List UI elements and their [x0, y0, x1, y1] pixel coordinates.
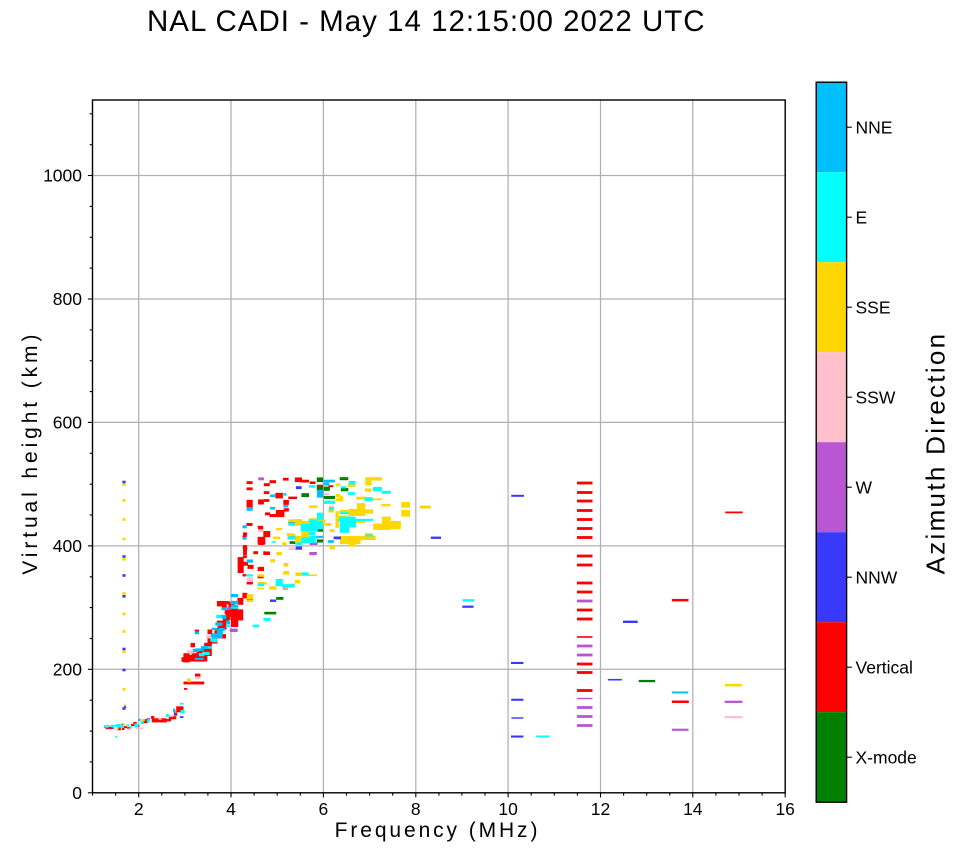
svg-text:8: 8: [411, 799, 421, 819]
svg-text:Frequency (MHz): Frequency (MHz): [335, 819, 541, 842]
svg-text:4: 4: [226, 799, 236, 819]
svg-text:NNW: NNW: [856, 567, 898, 587]
svg-text:10: 10: [498, 799, 518, 819]
svg-text:600: 600: [53, 413, 82, 433]
svg-text:2: 2: [134, 799, 144, 819]
svg-text:W: W: [856, 477, 873, 497]
svg-text:Azimuth Direction: Azimuth Direction: [921, 332, 951, 575]
svg-text:NNE: NNE: [856, 117, 893, 137]
svg-text:Virtual height (km): Virtual height (km): [19, 331, 42, 575]
svg-text:X-mode: X-mode: [856, 747, 917, 767]
svg-text:1000: 1000: [43, 166, 82, 186]
svg-text:200: 200: [53, 660, 82, 680]
svg-text:SSE: SSE: [856, 297, 891, 317]
svg-text:400: 400: [53, 536, 82, 556]
svg-text:E: E: [856, 207, 868, 227]
svg-text:12: 12: [591, 799, 610, 819]
svg-text:16: 16: [775, 799, 794, 819]
svg-text:SSW: SSW: [856, 387, 896, 407]
svg-text:800: 800: [53, 289, 82, 309]
svg-text:NAL CADI - May 14 12:15:00 202: NAL CADI - May 14 12:15:00 2022 UTC: [147, 5, 706, 38]
svg-text:6: 6: [319, 799, 329, 819]
svg-text:Vertical: Vertical: [856, 657, 913, 677]
svg-text:14: 14: [683, 799, 703, 819]
svg-text:0: 0: [72, 783, 82, 803]
